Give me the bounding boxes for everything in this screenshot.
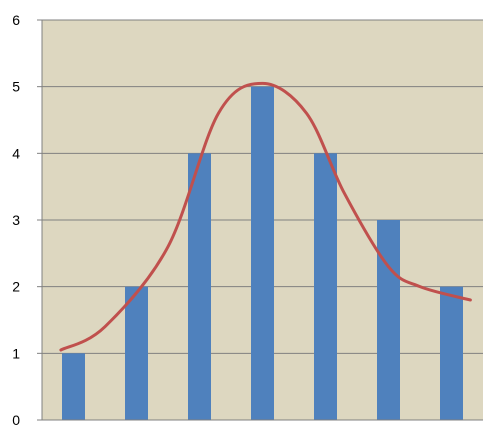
bar [440, 286, 463, 420]
bar [125, 286, 148, 420]
bar [377, 220, 400, 420]
bar [62, 353, 85, 420]
y-tick-label: 0 [12, 412, 20, 428]
bar [314, 153, 337, 421]
distribution-curve [59, 81, 472, 352]
y-tick-label: 5 [12, 79, 20, 95]
y-tick-label: 6 [12, 12, 20, 28]
y-tick-label: 3 [12, 212, 20, 228]
y-tick-label: 2 [12, 279, 20, 295]
y-tick-label: 1 [12, 345, 20, 361]
y-tick-label: 4 [12, 145, 20, 161]
bar [188, 153, 211, 421]
y-axis-ticks: 0 1 2 3 4 5 6 [12, 12, 42, 428]
bar [251, 86, 274, 421]
bars [62, 86, 463, 421]
